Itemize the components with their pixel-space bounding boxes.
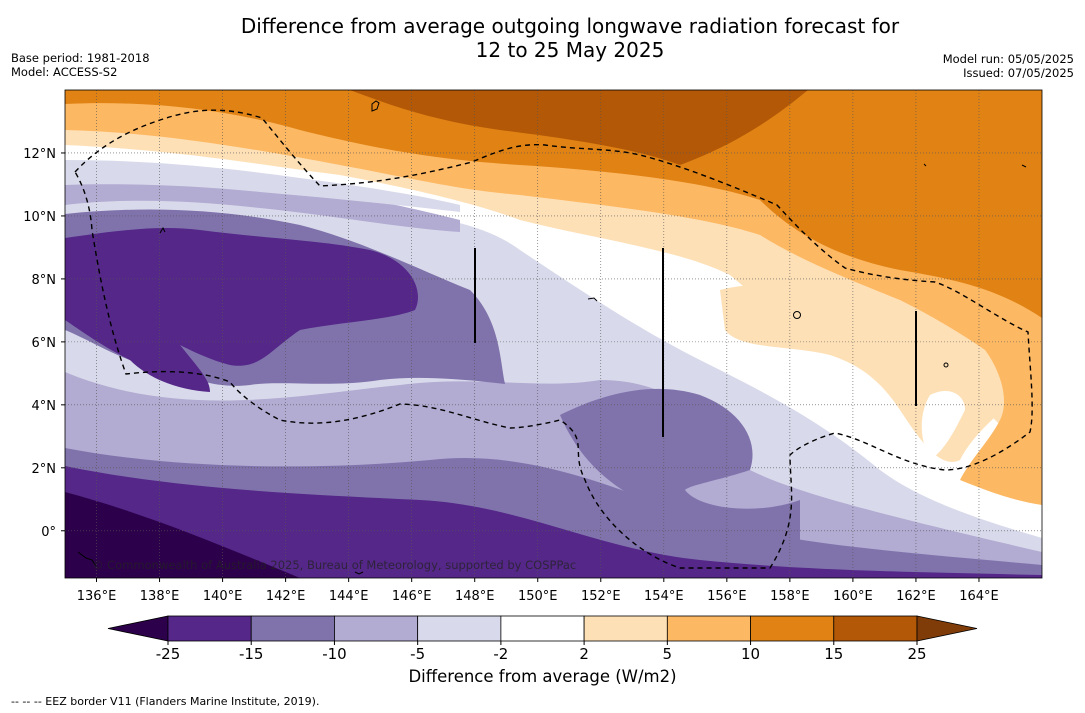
- chart-title-line1: Difference from average outgoing longwav…: [240, 14, 900, 38]
- x-tick-label: 148°E: [455, 589, 495, 604]
- eez-footnote: -- -- -- EEZ border V11 (Flanders Marine…: [11, 695, 320, 708]
- island-guam: [371, 100, 380, 112]
- issued-date: Issued: 07/05/2025: [963, 66, 1074, 80]
- x-tick-label: 154°E: [644, 589, 684, 604]
- chart-title: Difference from average outgoing longwav…: [0, 14, 1085, 62]
- band-plus15-plus25: [350, 90, 808, 165]
- colorbar-tick-label: -5: [410, 645, 425, 663]
- island-kosrae: [943, 362, 949, 368]
- y-tick-label: 6°N: [32, 336, 57, 351]
- y-tick-label: 2°N: [32, 462, 57, 477]
- colorbar-tick-label: 5: [663, 645, 673, 663]
- x-tick-label: 162°E: [896, 589, 936, 604]
- colorbar-tick-label: 2: [579, 645, 589, 663]
- x-tick-label: 164°E: [959, 589, 999, 604]
- y-tick-label: 0°: [41, 525, 56, 540]
- colorbar-swatch: [417, 615, 502, 642]
- colorbar-swatch: [666, 615, 751, 642]
- colorbar: -25 -15 -10 -5 -2 2 5 10 15 25: [107, 615, 978, 663]
- model-name: Model: ACCESS-S2: [11, 65, 118, 79]
- chart-title-line2: 12 to 25 May 2025: [475, 38, 665, 62]
- x-tick-label: 144°E: [329, 589, 369, 604]
- colorbar-label: Difference from average (W/m2): [408, 667, 677, 686]
- y-tick-label: 8°N: [32, 273, 57, 288]
- credit-text: © Commonwealth of Australia 2025, Bureau…: [92, 558, 577, 572]
- x-tick-label: 160°E: [833, 589, 873, 604]
- colorbar-tick-label: 15: [824, 645, 843, 663]
- x-tick-label: 152°E: [581, 589, 621, 604]
- colorbar-swatch: [334, 615, 419, 642]
- pocket-plus5-plus10-right: [960, 340, 1042, 505]
- y-axis: 0° 2°N 4°N 6°N 8°N 10°N 12°N: [23, 147, 65, 540]
- colorbar-tick-label: -25: [156, 645, 181, 663]
- island-ref-d: [354, 571, 364, 575]
- colorbar-tick-label: 25: [907, 645, 926, 663]
- pocket-minus5-minus2-north: [65, 170, 460, 232]
- colorbar-extend-high: [916, 615, 978, 642]
- colorbar-swatch: [250, 615, 335, 642]
- x-tick-label: 156°E: [707, 589, 747, 604]
- y-tick-label: 4°N: [32, 399, 57, 414]
- pocket-minus25-minus15-west: [65, 227, 418, 392]
- x-tick-label: 150°E: [518, 589, 558, 604]
- colorbar-swatch: [500, 615, 585, 642]
- x-tick-label: 158°E: [770, 589, 810, 604]
- meta-right: Model run: 05/05/2025 Issued: 07/05/2025: [943, 52, 1074, 80]
- colorbar-swatch: [833, 615, 918, 642]
- colorbar-tick-label: -15: [239, 645, 264, 663]
- gridlines: [65, 90, 1042, 578]
- colorbar-swatch: [167, 615, 252, 642]
- contour-field: [65, 90, 1042, 578]
- island-ref-c: [77, 551, 97, 567]
- model-run: Model run: 05/05/2025: [942, 52, 1074, 66]
- plot-frame: [64, 89, 1043, 579]
- x-tick-label: 146°E: [392, 589, 432, 604]
- colorbar-tick-label: -10: [322, 645, 347, 663]
- pocket-minus2-plus2-north: [65, 160, 460, 212]
- colorbar-swatch: [583, 615, 668, 642]
- colorbar-extend-low: [107, 615, 169, 642]
- island-ref-a: [923, 163, 927, 167]
- y-tick-label: 12°N: [23, 147, 56, 162]
- island-ref-b: [1021, 164, 1027, 168]
- island-chuuk: [587, 297, 598, 302]
- x-axis: 136°E 138°E 140°E 142°E 144°E 146°E 148°E 150°E…: [77, 578, 999, 604]
- pocket-minus10-minus5-center: [560, 388, 800, 545]
- island-pohnpei: [793, 311, 801, 319]
- x-tick-label: 142°E: [266, 589, 306, 604]
- eez-borders: [74, 109, 1033, 569]
- colorbar-tick-label: 10: [741, 645, 760, 663]
- base-period: Base period: 1981-2018: [11, 51, 150, 65]
- meta-left: Base period: 1981-2018 Model: ACCESS-S2: [11, 51, 150, 79]
- eez-border-west: [74, 109, 1033, 569]
- pocket-minus2-plus2-right: [921, 390, 965, 460]
- x-tick-label: 138°E: [140, 589, 180, 604]
- colorbar-swatch: [750, 615, 835, 642]
- y-tick-label: 10°N: [23, 210, 56, 225]
- island-yap: [159, 226, 166, 234]
- band-plus10-plus15: [65, 90, 1042, 318]
- colorbar-tick-label: -2: [493, 645, 508, 663]
- x-tick-label: 136°E: [77, 589, 117, 604]
- x-tick-label: 140°E: [203, 589, 243, 604]
- segment-lines: [474, 248, 917, 437]
- islands: [77, 100, 1027, 575]
